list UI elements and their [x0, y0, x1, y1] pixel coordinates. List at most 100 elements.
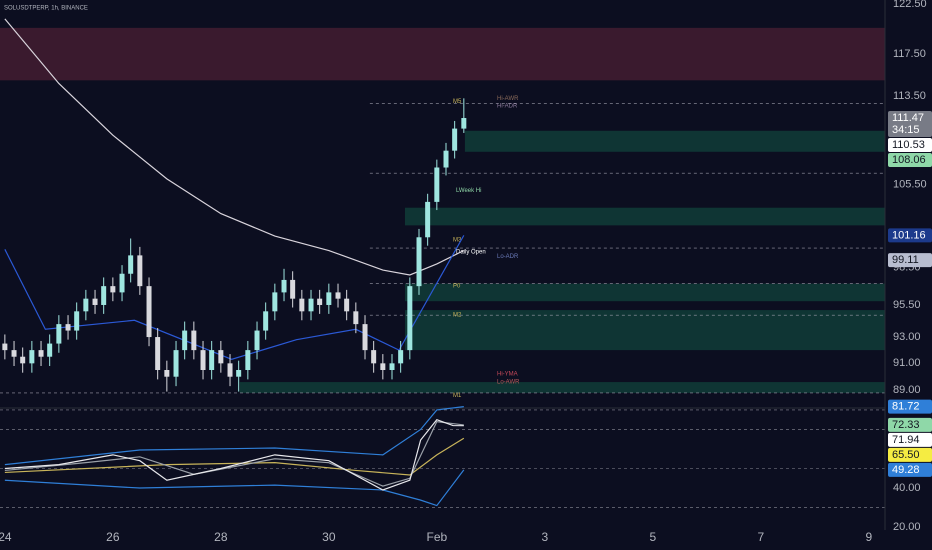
candle-body: [74, 311, 80, 331]
x-tick-label: 28: [214, 530, 228, 544]
price-label-box: [888, 111, 932, 138]
zone: [239, 382, 885, 393]
candle-body: [83, 298, 89, 312]
candle-body: [164, 370, 170, 377]
candle-body: [407, 286, 413, 351]
price-label-box: [888, 417, 932, 432]
candle-body: [380, 363, 386, 371]
candle-body: [92, 298, 98, 305]
level-annotation: Hi-YMA: [497, 372, 518, 378]
level-annotation: M3: [453, 237, 462, 243]
x-tick-label: 3: [541, 530, 548, 544]
price-label-box: [888, 228, 932, 243]
candle-body: [308, 298, 314, 312]
y-tick-label: 95.50: [893, 299, 921, 311]
candle-body: [146, 286, 152, 338]
candle-body: [443, 150, 449, 168]
y-tick-label: 91.00: [893, 357, 921, 369]
x-tick-label: 24: [0, 530, 12, 544]
candle-body: [272, 292, 278, 312]
price-label: 65.50: [892, 449, 920, 461]
y-tick-label: 113.50: [893, 90, 926, 102]
candle-body: [281, 279, 287, 293]
rsi-tick-label: 20.00: [893, 521, 921, 533]
candle-body: [461, 118, 467, 129]
price-label: 108.06: [892, 154, 926, 166]
candle-body: [416, 237, 422, 287]
candle-body: [227, 363, 233, 377]
candle-body: [38, 350, 44, 357]
y-tick-label: 105.50: [893, 178, 927, 190]
price-label: 99.11: [892, 254, 919, 266]
candle-body: [119, 273, 125, 293]
candle-body: [344, 298, 350, 312]
rsi-line: [4, 405, 464, 466]
x-tick-label: 30: [322, 530, 336, 544]
price-label: 101.16: [892, 229, 926, 241]
candle-body: [299, 298, 305, 312]
candle-body: [326, 292, 332, 305]
candle-body: [353, 311, 359, 325]
candle-body: [398, 350, 404, 364]
candle-body: [290, 279, 296, 299]
candle-body: [371, 350, 377, 364]
y-tick-label: 93.00: [893, 331, 921, 343]
x-tick-label: 5: [649, 530, 656, 544]
candle-body: [236, 370, 242, 377]
rsi-line: [4, 421, 464, 487]
level-annotation: Hi-AWR: [497, 96, 519, 102]
zone: [0, 27, 885, 81]
candle-body: [155, 337, 161, 371]
x-tick-label: Feb: [426, 530, 447, 544]
candle-body: [191, 330, 197, 351]
candle-body: [452, 128, 458, 151]
zone: [404, 283, 885, 302]
level-annotation: Hi-ADR: [497, 103, 518, 109]
x-tick-label: 9: [865, 530, 872, 544]
level-annotation: M2: [453, 313, 462, 319]
price-label: 111.47: [892, 112, 924, 124]
zone: [464, 130, 885, 152]
price-label: 71.94: [892, 434, 920, 446]
candle-body: [335, 292, 341, 299]
level-annotation: LWeek Hi: [456, 188, 481, 194]
candle-body: [29, 350, 35, 364]
level-annotation: M5: [453, 99, 462, 105]
price-label: 110.53: [892, 139, 925, 151]
zone: [404, 310, 885, 351]
level-annotation: M1: [453, 393, 462, 399]
candle-body: [182, 330, 188, 351]
x-tick-label: 7: [757, 530, 764, 544]
price-label: 72.33: [892, 419, 920, 431]
candle-body: [362, 324, 368, 351]
price-label: 49.28: [892, 464, 920, 476]
candle-body: [56, 324, 62, 344]
level-annotation: P0: [453, 284, 461, 290]
level-annotation: Daily Open: [456, 249, 486, 255]
price-label-box: [888, 447, 932, 462]
level-annotation: Lo-ADR: [497, 254, 519, 260]
price-label-box: [888, 138, 932, 153]
candle-body: [173, 350, 179, 377]
rsi-line: [4, 437, 465, 476]
candle-body: [254, 330, 260, 351]
price-label: 81.72: [892, 401, 920, 413]
candle-body: [65, 324, 71, 331]
y-tick-label: 117.50: [893, 48, 926, 60]
candle-body: [245, 350, 251, 371]
candle-body: [389, 363, 395, 371]
candle-body: [128, 255, 134, 274]
y-tick-label: 89.00: [893, 384, 921, 396]
price-label-box: [888, 253, 932, 268]
candle-body: [20, 356, 26, 364]
candle-body: [200, 350, 206, 371]
zone: [404, 207, 885, 226]
chart-title: SOLUSDTPERP, 1h, BINANCE: [4, 6, 88, 12]
candle-body: [434, 167, 440, 202]
candle-body: [425, 201, 431, 238]
price-label-box: [888, 462, 932, 477]
countdown: 34:15: [892, 124, 920, 136]
candle-body: [11, 350, 17, 357]
